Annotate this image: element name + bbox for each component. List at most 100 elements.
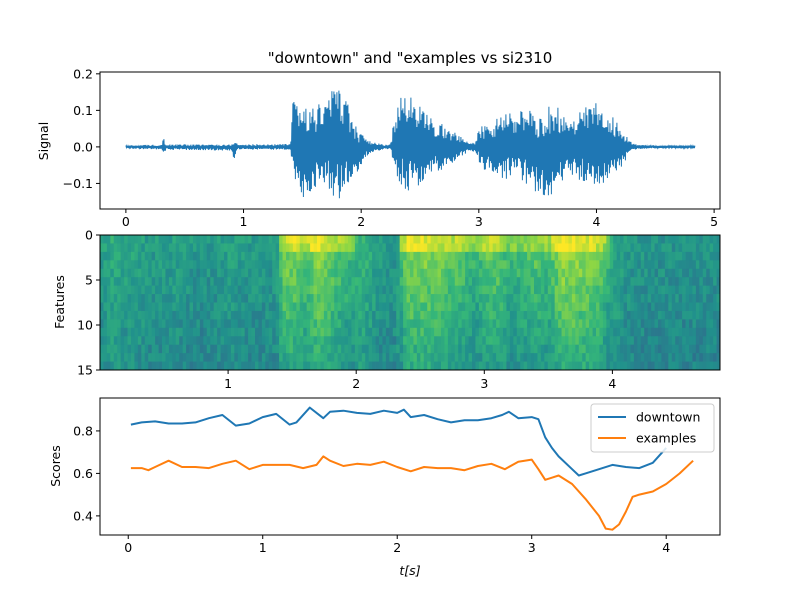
heatmap-cell xyxy=(213,235,218,244)
heatmap-cell xyxy=(268,310,273,320)
heatmap-cell xyxy=(534,336,538,346)
heatmap-cell xyxy=(516,336,521,346)
heatmap-cell xyxy=(716,251,721,261)
heatmap-cell xyxy=(423,260,428,270)
heatmap-cell xyxy=(379,344,383,354)
heatmap-cell xyxy=(606,268,611,278)
heatmap-cell xyxy=(551,319,556,329)
heatmap-cell xyxy=(496,251,500,261)
heatmap-cell xyxy=(148,277,153,287)
heatmap-cell xyxy=(427,235,432,244)
heatmap-cell xyxy=(358,310,363,320)
heatmap-cell xyxy=(503,260,507,270)
heatmap-cell xyxy=(365,251,370,261)
heatmap-cell xyxy=(106,353,111,362)
heatmap-cell xyxy=(365,302,370,312)
heatmap-cell xyxy=(640,277,645,287)
heatmap-cell xyxy=(699,251,704,261)
heatmap-cell xyxy=(685,268,690,278)
heatmap-cell xyxy=(630,243,635,253)
heatmap-cell xyxy=(558,268,562,278)
heatmap-cell xyxy=(503,310,507,320)
heatmap-cell xyxy=(168,310,173,320)
heatmap-cell xyxy=(186,302,190,312)
heatmap-cell xyxy=(230,302,235,312)
heatmap-cell xyxy=(599,268,604,278)
heatmap-cell xyxy=(220,361,225,371)
heatmap-cell xyxy=(654,344,659,354)
heatmap-cell xyxy=(220,235,225,244)
heatmap-cell xyxy=(540,243,545,253)
heatmap-cell xyxy=(658,302,662,312)
heatmap-cell xyxy=(317,251,321,261)
heatmap-cell xyxy=(296,353,301,362)
heatmap-cell xyxy=(141,302,146,312)
heatmap-cell xyxy=(585,268,590,278)
heatmap-cell xyxy=(182,277,187,287)
heatmap-cell xyxy=(330,251,335,261)
heatmap-cell xyxy=(110,310,115,320)
heatmap-cell xyxy=(678,235,683,244)
heatmap-cell xyxy=(241,251,246,261)
heatmap-cell xyxy=(144,260,149,270)
heatmap-cell xyxy=(220,277,225,287)
heatmap-cell xyxy=(134,361,139,371)
heatmap-cell xyxy=(434,277,438,287)
heatmap-cell xyxy=(695,327,700,337)
heatmap-cell xyxy=(344,251,349,261)
heatmap-cell xyxy=(162,319,166,329)
heatmap-cell xyxy=(110,243,115,253)
heatmap-cell xyxy=(651,344,655,354)
heatmap-cell xyxy=(399,302,404,312)
heatmap-cell xyxy=(523,260,528,270)
heatmap-cell xyxy=(382,336,387,346)
heatmap-cell xyxy=(268,251,273,261)
heatmap-cell xyxy=(465,260,469,270)
heatmap-cell xyxy=(420,353,425,362)
heatmap-cell xyxy=(113,268,118,278)
heatmap-cell xyxy=(348,260,352,270)
heatmap-cell xyxy=(547,235,552,244)
heatmap-cell xyxy=(141,260,146,270)
heatmap-cell xyxy=(234,294,239,303)
heatmap-cell xyxy=(416,344,421,354)
heatmap-cell xyxy=(244,336,249,346)
heatmap-cell xyxy=(248,302,252,312)
heatmap-cell xyxy=(182,294,187,303)
heatmap-cell xyxy=(162,336,166,346)
heatmap-cell xyxy=(372,294,376,303)
heatmap-cell xyxy=(310,285,314,295)
heatmap-cell xyxy=(675,336,680,346)
heatmap-cell xyxy=(351,285,356,295)
heatmap-cell xyxy=(523,235,528,244)
heatmap-cell xyxy=(410,260,414,270)
heatmap-cell xyxy=(678,361,683,371)
heatmap-cell xyxy=(323,336,328,346)
heatmap-cell xyxy=(599,336,604,346)
heatmap-cell xyxy=(255,353,259,362)
heatmap-cell xyxy=(296,268,301,278)
heatmap-cell xyxy=(468,260,473,270)
heatmap-cell xyxy=(489,243,494,253)
heatmap-cell xyxy=(289,319,294,329)
heatmap-cell xyxy=(578,310,583,320)
heatmap-cell xyxy=(661,310,666,320)
heatmap-cell xyxy=(134,251,139,261)
heatmap-cell xyxy=(664,285,669,295)
heatmap-cell xyxy=(465,361,469,371)
heatmap-cell xyxy=(702,268,707,278)
heatmap-cell xyxy=(423,268,428,278)
heatmap-cell xyxy=(182,361,187,371)
heatmap-cell xyxy=(647,268,652,278)
heatmap-cell xyxy=(444,251,449,261)
heatmap-cell xyxy=(248,319,252,329)
heatmap-cell xyxy=(658,344,662,354)
heatmap-cell xyxy=(496,319,500,329)
heatmap-cell xyxy=(513,260,518,270)
heatmap-cell xyxy=(413,235,418,244)
heatmap-cell xyxy=(447,310,452,320)
heatmap-cell xyxy=(382,294,387,303)
heatmap-cell xyxy=(310,319,314,329)
heatmap-cell xyxy=(461,285,466,295)
heatmap-cell xyxy=(482,285,487,295)
